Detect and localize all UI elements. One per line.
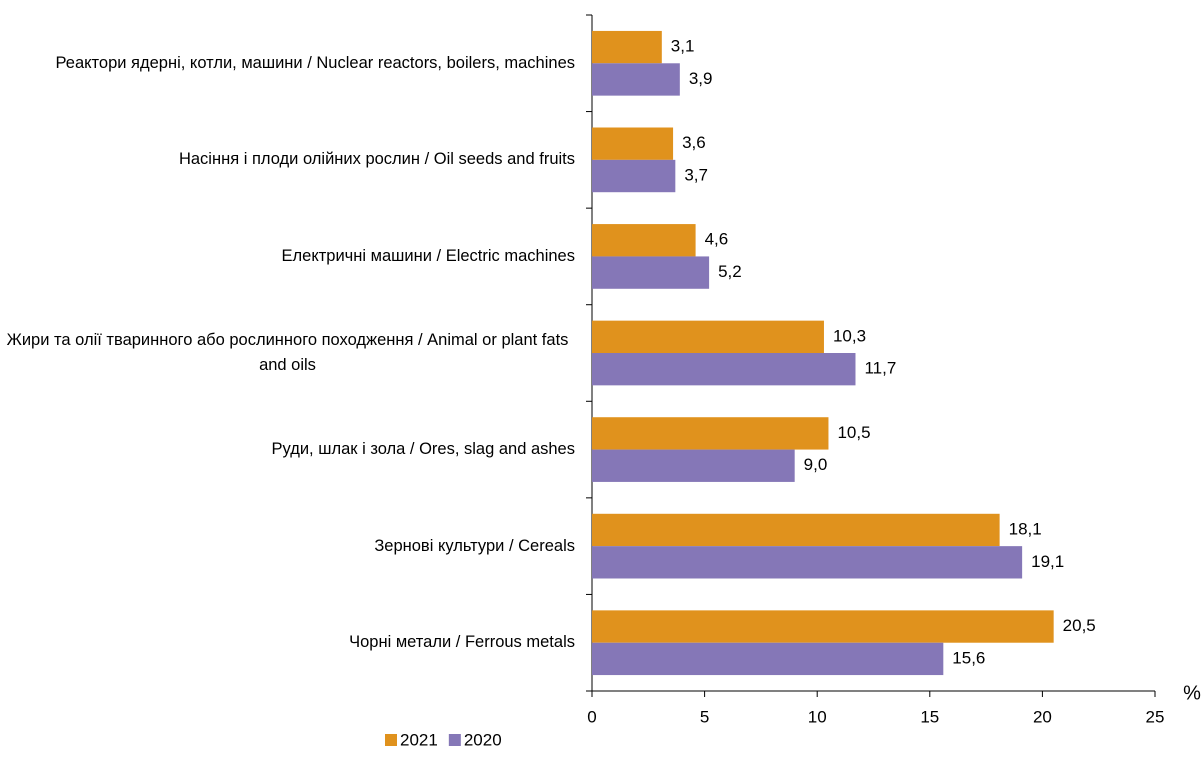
bar bbox=[592, 63, 680, 96]
category-label: Руди, шлак і зола / Ores, slag and ashes bbox=[0, 401, 576, 498]
bar bbox=[592, 449, 795, 482]
category-text: Насіння і плоди олійних рослин / Oil see… bbox=[178, 150, 575, 169]
bar bbox=[592, 30, 662, 64]
x-axis-label: % bbox=[1183, 682, 1201, 704]
value-label: 5,2 bbox=[718, 262, 742, 281]
x-tick-label: 5 bbox=[700, 707, 709, 726]
bar bbox=[592, 642, 944, 676]
value-label: 3,9 bbox=[689, 69, 713, 88]
legend-swatch bbox=[448, 734, 461, 746]
bar bbox=[592, 127, 674, 160]
category-label: Зернові культури / Cereals bbox=[0, 498, 575, 595]
value-label: 18,1 bbox=[1009, 519, 1042, 538]
value-label: 4,6 bbox=[705, 230, 729, 249]
value-label: 15,6 bbox=[952, 648, 985, 667]
value-label: 9,0 bbox=[804, 455, 828, 474]
value-label: 10,5 bbox=[837, 423, 870, 442]
category-label: Електричні машини / Electric machines bbox=[0, 208, 575, 305]
legend-label: 2020 bbox=[464, 730, 502, 749]
value-label: 3,6 bbox=[682, 133, 706, 152]
value-label: 10,3 bbox=[833, 326, 866, 345]
value-label: 11,7 bbox=[864, 359, 896, 378]
category-label: Жири та олії тваринного або рослинного п… bbox=[0, 305, 575, 402]
value-label: 19,1 bbox=[1031, 552, 1064, 571]
legend-swatch bbox=[385, 734, 397, 746]
bar bbox=[592, 417, 829, 450]
bar bbox=[592, 546, 1023, 579]
category-text: Зернові культури / Cereals bbox=[374, 536, 575, 555]
category-text: Чорні метали / Ferrous metals bbox=[349, 633, 575, 652]
category-text: Руди, шлак і зола / Ores, slag and ashes bbox=[271, 440, 576, 459]
category-label: Реактори ядерні, котли, машини / Nuclear… bbox=[0, 15, 575, 112]
value-label: 3,7 bbox=[684, 166, 708, 185]
category-text: Електричні машини / Electric machines bbox=[281, 246, 575, 265]
category-text: Реактори ядерні, котли, машини / Nuclear… bbox=[55, 53, 575, 72]
bar bbox=[592, 353, 856, 386]
bar bbox=[592, 513, 1000, 547]
legend-label: 2021 bbox=[400, 730, 438, 749]
x-tick-label: 15 bbox=[920, 707, 939, 726]
bar bbox=[592, 610, 1054, 643]
value-label: 20,5 bbox=[1063, 616, 1096, 635]
value-label: 3,1 bbox=[671, 37, 695, 56]
x-tick-label: 0 bbox=[587, 707, 596, 726]
bar bbox=[592, 320, 824, 353]
category-label: Насіння і плоди олійних рослин / Oil see… bbox=[0, 112, 575, 209]
x-tick-label: 10 bbox=[808, 707, 827, 726]
category-text: Жири та олії тваринного або рослинного п… bbox=[6, 330, 569, 374]
x-tick-label: 25 bbox=[1146, 707, 1165, 726]
bar bbox=[592, 256, 710, 289]
x-tick-label: 20 bbox=[1033, 707, 1052, 726]
category-label: Чорні метали / Ferrous metals bbox=[0, 594, 575, 691]
bar bbox=[592, 159, 676, 193]
bar bbox=[592, 224, 696, 257]
